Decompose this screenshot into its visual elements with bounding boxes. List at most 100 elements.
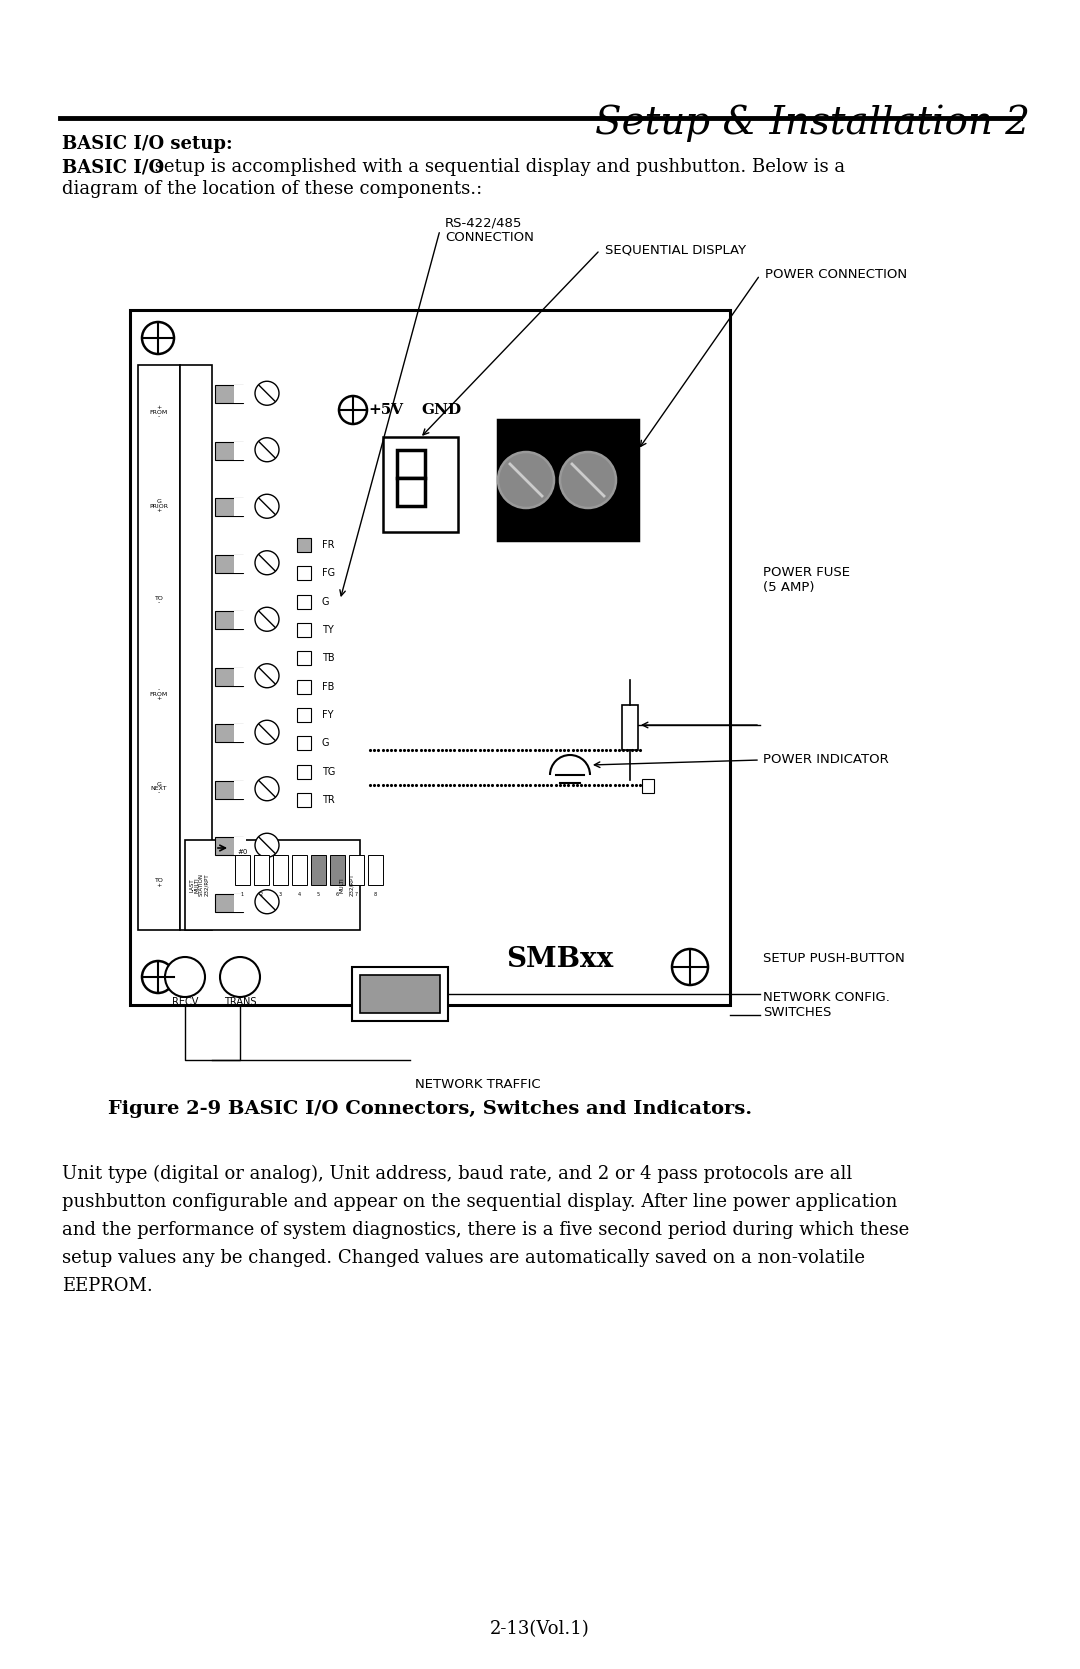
Bar [215, 668, 243, 686]
Circle shape [255, 437, 279, 462]
Bar [235, 855, 249, 885]
Text: 8: 8 [374, 893, 377, 898]
Text: BASIC I/O setup:: BASIC I/O setup: [62, 135, 232, 154]
Text: 1: 1 [241, 893, 244, 898]
Bar [234, 781, 246, 799]
Text: TB: TB [322, 653, 335, 663]
Bar [234, 442, 246, 459]
Text: G
PRIOR
+: G PRIOR + [149, 499, 168, 512]
Text: 7: 7 [355, 893, 359, 898]
Text: MULTI: MULTI [339, 878, 345, 893]
Bar [234, 724, 246, 743]
Text: FB: FB [322, 681, 335, 691]
Bar [215, 781, 243, 799]
Bar [234, 668, 246, 686]
Bar [368, 855, 383, 885]
Bar [215, 611, 243, 629]
Bar [498, 421, 638, 541]
Text: SMBxx: SMBxx [507, 946, 613, 973]
Bar [234, 895, 246, 911]
Text: POWER CONNECTION: POWER CONNECTION [765, 269, 907, 282]
Bar [180, 366, 212, 930]
Bar [297, 566, 311, 581]
Circle shape [255, 890, 279, 913]
Circle shape [141, 961, 174, 993]
Text: RS-422/485
CONNECTION: RS-422/485 CONNECTION [445, 215, 534, 244]
Bar [138, 366, 180, 930]
Bar [297, 623, 311, 638]
Bar [297, 736, 311, 751]
Bar [273, 855, 288, 885]
Text: FG: FG [322, 569, 335, 579]
Circle shape [255, 494, 279, 519]
Bar [297, 793, 311, 808]
Circle shape [255, 608, 279, 631]
Text: FY: FY [322, 709, 334, 719]
Bar [383, 437, 458, 532]
Text: 4: 4 [298, 893, 301, 898]
Text: Unit type (digital or analog), Unit address, baud rate, and 2 or 4 pass protocol: Unit type (digital or analog), Unit addr… [62, 1165, 852, 1183]
Text: 232/RPT: 232/RPT [204, 873, 210, 896]
Bar [642, 779, 654, 793]
Circle shape [255, 551, 279, 574]
Bar [130, 310, 730, 1005]
Bar [234, 554, 246, 572]
Text: POWER INDICATOR: POWER INDICATOR [762, 753, 889, 766]
Text: 2-13(Vol.1): 2-13(Vol.1) [490, 1621, 590, 1637]
Text: pushbutton configurable and appear on the sequential display. After line power a: pushbutton configurable and appear on th… [62, 1193, 897, 1212]
Text: BASIC I/O: BASIC I/O [62, 159, 164, 175]
Text: TR: TR [322, 794, 335, 804]
Text: G: G [322, 738, 329, 748]
Circle shape [255, 776, 279, 801]
Text: setup values any be changed. Changed values are automatically saved on a non-vol: setup values any be changed. Changed val… [62, 1248, 865, 1267]
Text: SEQUENTIAL DISPLAY: SEQUENTIAL DISPLAY [605, 244, 746, 257]
Text: diagram of the location of these components.:: diagram of the location of these compone… [62, 180, 483, 199]
Circle shape [561, 452, 616, 507]
Text: SETUP PUSH-BUTTON: SETUP PUSH-BUTTON [762, 951, 905, 965]
Text: EEPROM.: EEPROM. [62, 1277, 152, 1295]
Bar [349, 855, 364, 885]
Bar [397, 477, 426, 506]
Text: #0: #0 [237, 850, 247, 855]
Circle shape [498, 452, 554, 507]
Bar [297, 764, 311, 779]
Text: Setup & Installation 2: Setup & Installation 2 [595, 105, 1030, 142]
Circle shape [255, 381, 279, 406]
Text: Figure 2-9 BASIC I/O Connectors, Switches and Indicators.: Figure 2-9 BASIC I/O Connectors, Switche… [108, 1100, 752, 1118]
Text: and the performance of system diagnostics, there is a five second period during : and the performance of system diagnostic… [62, 1222, 909, 1238]
Circle shape [255, 664, 279, 688]
Bar [311, 855, 326, 885]
Bar [185, 840, 360, 930]
Text: TRANS: TRANS [224, 996, 256, 1006]
Bar [234, 611, 246, 629]
Bar [297, 708, 311, 723]
Bar [292, 855, 307, 885]
Bar [234, 838, 246, 855]
Bar [215, 442, 243, 459]
Bar [330, 855, 345, 885]
Text: TY: TY [322, 624, 334, 634]
Text: TG: TG [322, 766, 336, 776]
Text: GND: GND [421, 402, 461, 417]
Circle shape [220, 956, 260, 996]
Text: LAST
MULTI
STATION: LAST MULTI STATION [190, 873, 204, 896]
Bar [397, 451, 426, 477]
Bar [352, 966, 448, 1021]
Text: TO
-: TO - [154, 596, 163, 606]
Bar [297, 651, 311, 666]
Circle shape [255, 721, 279, 744]
Text: NETWORK CONFIG.
SWITCHES: NETWORK CONFIG. SWITCHES [762, 991, 890, 1020]
Bar [360, 975, 440, 1013]
Bar [215, 838, 243, 855]
Bar [297, 594, 311, 609]
Circle shape [672, 950, 708, 985]
Bar [215, 386, 243, 404]
Text: +
FROM
-: + FROM - [150, 406, 168, 419]
Text: setup is accomplished with a sequential display and pushbutton. Below is a: setup is accomplished with a sequential … [149, 159, 846, 175]
Text: +5V: +5V [368, 402, 403, 417]
Bar [215, 554, 243, 572]
Text: -
FROM
+: - FROM + [150, 688, 168, 701]
Bar [297, 679, 311, 694]
Text: 6: 6 [336, 893, 339, 898]
Bar [234, 499, 246, 516]
